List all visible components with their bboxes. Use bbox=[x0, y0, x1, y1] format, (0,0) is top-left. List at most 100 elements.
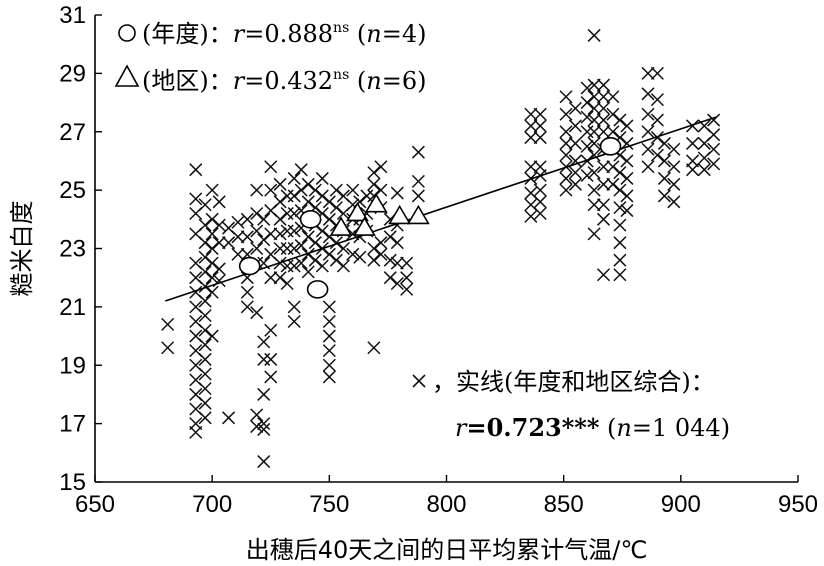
y-tick-label: 17 bbox=[59, 411, 86, 438]
legend-entry-3-stats: r=0.723*** (n=1 044) bbox=[455, 413, 730, 442]
cross-point bbox=[250, 420, 264, 434]
cross-point bbox=[205, 256, 219, 270]
cross-point bbox=[205, 227, 219, 241]
cross-point bbox=[257, 387, 271, 401]
cross-point bbox=[686, 136, 700, 150]
cross-point bbox=[205, 285, 219, 299]
cross-point bbox=[613, 166, 627, 180]
cross-point bbox=[322, 195, 336, 209]
cross-point bbox=[657, 136, 671, 150]
cross-point bbox=[390, 256, 404, 270]
cross-point bbox=[240, 230, 254, 244]
cross-point bbox=[280, 189, 294, 203]
cross-point bbox=[161, 317, 175, 331]
cross-point bbox=[596, 268, 611, 282]
cross-point bbox=[257, 352, 271, 366]
cross-point bbox=[240, 300, 254, 314]
cross-point bbox=[400, 256, 414, 270]
cross-point bbox=[400, 271, 414, 285]
cross-point bbox=[587, 166, 601, 180]
cross-point bbox=[287, 189, 301, 203]
cross-point bbox=[596, 160, 611, 174]
cross-point bbox=[189, 425, 203, 439]
cross-point bbox=[205, 212, 219, 226]
cross-point bbox=[367, 253, 381, 267]
cross-point bbox=[198, 309, 212, 323]
y-tick-label: 31 bbox=[59, 2, 86, 29]
cross-point bbox=[587, 198, 601, 212]
cross-point bbox=[587, 78, 601, 92]
cross-point bbox=[198, 352, 212, 366]
triangle-point bbox=[329, 216, 353, 236]
cross-point bbox=[250, 206, 264, 221]
cross-point bbox=[273, 177, 287, 191]
cross-point bbox=[353, 250, 367, 264]
cross-point bbox=[257, 455, 271, 469]
cross-point bbox=[231, 230, 245, 244]
cross-point bbox=[322, 344, 336, 358]
cross-point bbox=[559, 136, 573, 150]
cross-point bbox=[322, 300, 336, 314]
cross-point bbox=[707, 113, 721, 127]
cross-point bbox=[294, 239, 308, 253]
cross-point bbox=[198, 338, 212, 352]
cross-point bbox=[667, 177, 681, 191]
cross-point bbox=[273, 212, 287, 226]
cross-point bbox=[205, 329, 219, 343]
cross-point bbox=[533, 119, 547, 133]
legend: (年度)：r=0.888ns​ (n=4)(地区)：r=0.432ns​ (n=… bbox=[114, 20, 730, 442]
cross-point bbox=[620, 119, 634, 133]
cross-point bbox=[641, 107, 655, 121]
cross-point bbox=[198, 236, 212, 250]
cross-point bbox=[667, 195, 681, 209]
cross-point bbox=[315, 259, 329, 273]
cross-point bbox=[322, 329, 336, 343]
cross-point bbox=[294, 183, 308, 197]
cross-point bbox=[596, 113, 611, 127]
cross-point bbox=[613, 253, 627, 267]
axes bbox=[94, 14, 799, 483]
x-tick-label: 900 bbox=[661, 491, 701, 518]
cross-point bbox=[294, 256, 308, 270]
cross-point bbox=[596, 198, 611, 212]
legend-text-part: ( bbox=[599, 414, 616, 442]
cross-point bbox=[697, 163, 711, 177]
cross-point bbox=[301, 230, 315, 244]
cross-point bbox=[641, 125, 655, 139]
cross-point bbox=[596, 212, 611, 226]
cross-point bbox=[524, 209, 538, 223]
cross-point bbox=[322, 247, 336, 261]
cross-point bbox=[383, 230, 397, 244]
cross-point bbox=[273, 195, 287, 209]
cross-point bbox=[240, 212, 254, 226]
cross-point bbox=[587, 90, 601, 104]
cross-point bbox=[580, 139, 594, 153]
cross-point bbox=[641, 87, 655, 101]
triangle-point bbox=[353, 216, 376, 236]
cross-point bbox=[198, 265, 212, 279]
cross-point bbox=[587, 227, 601, 241]
legend-text-part: =0.723*** bbox=[466, 413, 599, 442]
x-tick-label: 850 bbox=[544, 491, 584, 518]
cross-point bbox=[620, 171, 634, 185]
cross-point bbox=[315, 171, 329, 185]
cross-point bbox=[322, 370, 336, 384]
cross-point bbox=[198, 279, 212, 293]
cross-point bbox=[287, 300, 301, 314]
cross-point bbox=[222, 236, 236, 250]
cross-point bbox=[613, 268, 627, 282]
cross-point bbox=[596, 78, 611, 92]
cross-point bbox=[596, 125, 611, 139]
y-tick-label: 21 bbox=[59, 294, 86, 321]
legend-text-part: ( bbox=[349, 67, 366, 95]
cross-point bbox=[189, 192, 203, 206]
cross-point bbox=[374, 183, 388, 197]
circle-point bbox=[306, 280, 329, 299]
cross-point bbox=[198, 323, 212, 337]
cross-point bbox=[533, 183, 547, 197]
cross-point bbox=[620, 189, 634, 203]
cross-point bbox=[587, 28, 601, 42]
cross-point bbox=[533, 206, 547, 221]
legend-text-part: =4) bbox=[382, 20, 427, 48]
cross-point bbox=[336, 241, 350, 256]
